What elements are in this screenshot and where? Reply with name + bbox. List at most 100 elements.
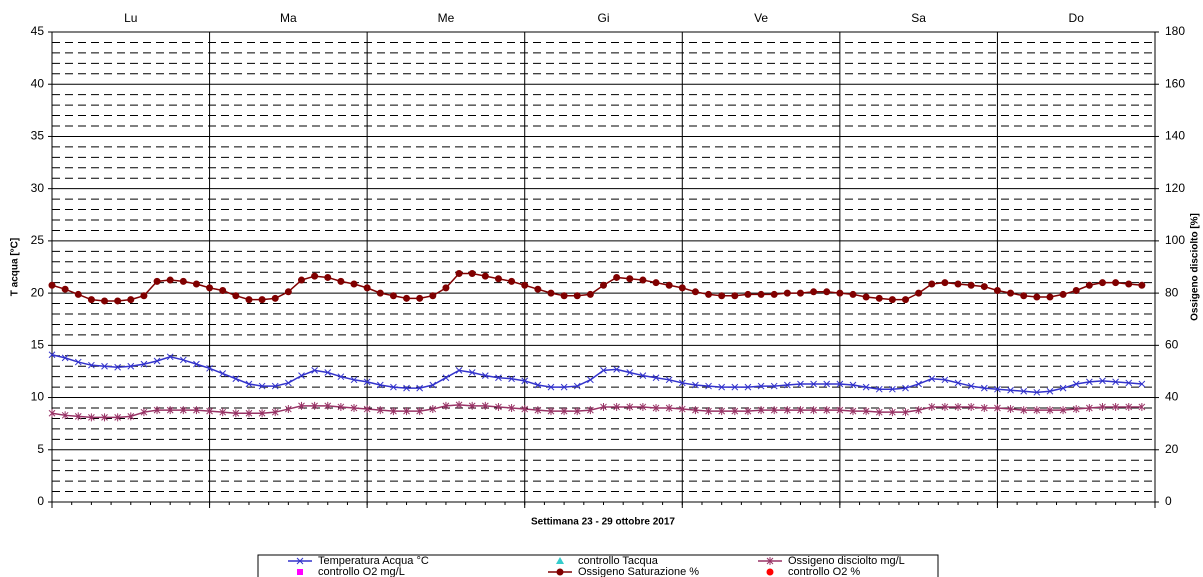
marker	[1085, 281, 1093, 289]
marker	[1125, 379, 1133, 387]
marker	[521, 377, 529, 385]
marker	[862, 383, 870, 391]
y-tick-label: 0	[37, 494, 44, 508]
day-label: Do	[1069, 11, 1085, 25]
marker	[678, 379, 686, 387]
marker	[718, 407, 726, 416]
marker	[508, 375, 515, 383]
marker	[980, 384, 988, 392]
y2-tick-label: 20	[1165, 442, 1179, 456]
day-label: Gi	[598, 11, 610, 25]
marker	[1125, 280, 1133, 288]
legend-label: Ossigeno disciolto mg/L	[788, 555, 905, 567]
marker	[783, 381, 791, 389]
marker	[954, 379, 962, 387]
marker	[836, 289, 844, 297]
marker	[639, 402, 647, 411]
marker	[324, 401, 332, 410]
marker	[416, 384, 424, 392]
marker	[403, 294, 411, 302]
marker	[1125, 402, 1133, 411]
marker	[101, 297, 109, 305]
marker	[350, 404, 358, 412]
marker	[166, 276, 174, 284]
marker	[298, 401, 305, 410]
marker	[245, 380, 253, 388]
marker	[993, 287, 1001, 294]
marker	[416, 294, 424, 302]
marker	[678, 284, 686, 292]
marker	[902, 408, 909, 417]
marker	[296, 557, 304, 565]
legend-label: controllo O2 mg/L	[318, 566, 405, 577]
marker	[245, 409, 253, 418]
legend-label: Ossigeno Saturazione %	[578, 566, 699, 577]
marker	[179, 277, 187, 285]
marker	[1020, 406, 1028, 415]
marker	[1072, 287, 1080, 294]
marker	[114, 413, 122, 422]
marker	[652, 404, 660, 412]
marker	[556, 557, 564, 564]
marker	[311, 367, 318, 374]
marker	[534, 285, 542, 293]
marker	[389, 292, 397, 300]
marker	[1007, 386, 1014, 394]
marker	[836, 380, 844, 388]
marker	[600, 281, 607, 289]
marker	[534, 406, 542, 415]
marker	[994, 385, 1001, 393]
marker	[1033, 388, 1041, 396]
y2-tick-label: 0	[1165, 494, 1172, 508]
marker	[166, 406, 174, 415]
marker	[941, 402, 949, 411]
marker	[1033, 406, 1041, 415]
marker	[114, 297, 122, 305]
y2-axis-title: Ossigeno disciolto [%]	[1190, 213, 1201, 321]
marker	[127, 296, 135, 304]
marker	[297, 569, 303, 575]
marker	[153, 406, 161, 415]
series-line	[51, 404, 1142, 419]
marker	[796, 289, 804, 297]
marker	[140, 360, 148, 368]
marker	[140, 292, 148, 300]
marker	[403, 407, 410, 416]
marker	[1098, 279, 1106, 287]
day-label: Ma	[280, 11, 297, 25]
marker	[875, 294, 883, 302]
marker	[980, 283, 988, 291]
marker	[600, 402, 607, 411]
marker	[455, 400, 463, 409]
marker	[206, 284, 214, 292]
marker	[586, 290, 594, 298]
marker	[74, 412, 82, 421]
marker	[810, 406, 817, 415]
marker	[481, 401, 489, 410]
marker	[691, 288, 699, 296]
y-axis-title: T acqua [°C]	[10, 238, 21, 296]
marker	[1020, 292, 1028, 300]
marker	[534, 381, 542, 389]
y2-tick-label: 140	[1165, 129, 1185, 143]
day-label: Me	[438, 11, 455, 25]
marker	[954, 402, 962, 411]
marker	[219, 370, 227, 377]
marker	[954, 280, 962, 288]
marker	[1007, 289, 1015, 297]
marker	[48, 281, 56, 289]
y2-tick-label: 60	[1165, 338, 1179, 352]
marker	[285, 379, 292, 387]
marker	[101, 362, 108, 370]
marker	[363, 284, 371, 292]
marker	[285, 405, 292, 414]
marker	[1099, 377, 1106, 385]
marker	[915, 380, 922, 388]
marker	[324, 273, 332, 281]
marker	[101, 413, 108, 422]
marker	[258, 296, 266, 304]
marker	[1059, 384, 1067, 392]
marker	[587, 406, 594, 415]
marker	[363, 405, 371, 414]
marker	[1046, 387, 1054, 395]
